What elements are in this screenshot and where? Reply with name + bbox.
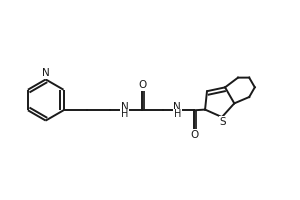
Text: S: S — [220, 117, 226, 127]
Text: O: O — [190, 130, 198, 140]
Text: H: H — [121, 109, 128, 119]
Text: N: N — [173, 102, 181, 112]
Text: N: N — [42, 68, 50, 78]
Text: O: O — [138, 80, 146, 90]
Text: N: N — [121, 102, 128, 112]
Text: H: H — [174, 109, 181, 119]
